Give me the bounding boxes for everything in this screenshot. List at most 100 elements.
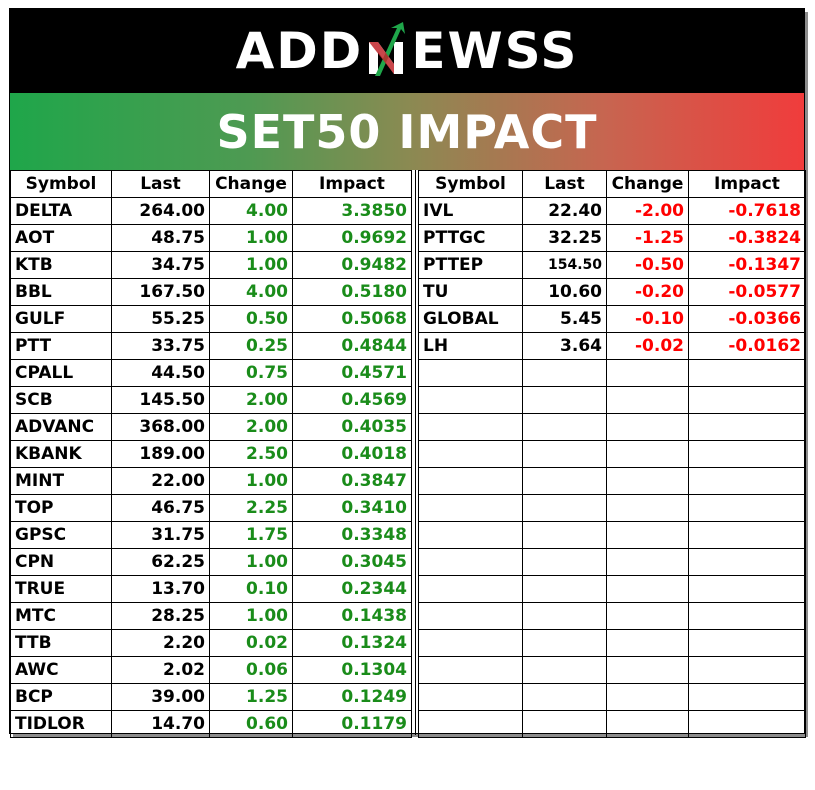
change-cell <box>606 413 689 441</box>
impact-cell: -0.3824 <box>688 224 806 252</box>
table-row: DELTA 264.00 4.00 3.3850 <box>10 197 412 225</box>
last-price-cell: 55.25 <box>111 305 210 333</box>
change-cell <box>606 440 689 468</box>
impact-cell <box>688 656 806 684</box>
last-price-cell: 32.25 <box>522 224 607 252</box>
column-header-symbol: Symbol <box>10 170 112 198</box>
frame-shadow-right <box>805 12 808 737</box>
impact-cell <box>688 494 806 522</box>
table-divider <box>415 170 416 735</box>
change-cell: 1.00 <box>209 251 293 279</box>
last-price-cell <box>522 413 607 441</box>
symbol-cell <box>418 629 523 657</box>
impact-cell <box>688 548 806 576</box>
empty-table-row <box>418 575 806 603</box>
symbol-cell <box>418 710 523 738</box>
impact-cell: 3.3850 <box>292 197 412 225</box>
table-row: BCP 39.00 1.25 0.1249 <box>10 683 412 711</box>
impact-cell: 0.9482 <box>292 251 412 279</box>
impact-cell <box>688 467 806 495</box>
table-row: LH 3.64 -0.02 -0.0162 <box>418 332 806 360</box>
table-row: KTB 34.75 1.00 0.9482 <box>10 251 412 279</box>
empty-table-row <box>418 602 806 630</box>
change-cell: 1.00 <box>209 602 293 630</box>
table-row: KBANK 189.00 2.50 0.4018 <box>10 440 412 468</box>
symbol-cell: AOT <box>10 224 112 252</box>
column-header-last: Last <box>111 170 210 198</box>
table-row: TU 10.60 -0.20 -0.0577 <box>418 278 806 306</box>
last-price-cell <box>522 629 607 657</box>
change-cell: 0.25 <box>209 332 293 360</box>
impact-cell <box>688 359 806 387</box>
change-cell <box>606 521 689 549</box>
change-cell: 0.02 <box>209 629 293 657</box>
impact-cell: 0.5180 <box>292 278 412 306</box>
table-row: GULF 55.25 0.50 0.5068 <box>10 305 412 333</box>
change-cell: 2.50 <box>209 440 293 468</box>
last-price-cell: 3.64 <box>522 332 607 360</box>
change-cell <box>606 548 689 576</box>
change-cell: -2.00 <box>606 197 689 225</box>
symbol-cell: ADVANC <box>10 413 112 441</box>
last-price-cell <box>522 710 607 738</box>
last-price-cell: 14.70 <box>111 710 210 738</box>
empty-table-row <box>418 494 806 522</box>
table-header-row: Symbol Last Change Impact <box>10 170 412 198</box>
last-price-cell: 28.25 <box>111 602 210 630</box>
symbol-cell <box>418 548 523 576</box>
symbol-cell <box>418 494 523 522</box>
brand-logo: ADD EWSS <box>236 22 579 80</box>
last-price-cell: 22.40 <box>522 197 607 225</box>
last-price-cell: 145.50 <box>111 386 210 414</box>
table-row: TTB 2.20 0.02 0.1324 <box>10 629 412 657</box>
change-cell: 2.00 <box>209 386 293 414</box>
empty-table-row <box>418 521 806 549</box>
change-cell: 4.00 <box>209 197 293 225</box>
impact-cell: 0.3847 <box>292 467 412 495</box>
impact-cell <box>688 710 806 738</box>
last-price-cell: 39.00 <box>111 683 210 711</box>
table-row: AWC 2.02 0.06 0.1304 <box>10 656 412 684</box>
symbol-cell: IVL <box>418 197 523 225</box>
last-price-cell: 2.20 <box>111 629 210 657</box>
symbol-cell: CPALL <box>10 359 112 387</box>
table-row: AOT 48.75 1.00 0.9692 <box>10 224 412 252</box>
change-cell: 1.25 <box>209 683 293 711</box>
change-cell <box>606 683 689 711</box>
last-price-cell: 264.00 <box>111 197 210 225</box>
change-cell <box>606 494 689 522</box>
gainers-table: Symbol Last Change Impact DELTA 264.00 4.0… <box>10 170 412 738</box>
table-row: GPSC 31.75 1.75 0.3348 <box>10 521 412 549</box>
symbol-cell: PTTEP <box>418 251 523 279</box>
symbol-cell <box>418 359 523 387</box>
change-cell: 1.75 <box>209 521 293 549</box>
impact-cell: 0.4035 <box>292 413 412 441</box>
table-row: CPALL 44.50 0.75 0.4571 <box>10 359 412 387</box>
impact-cell: -0.1347 <box>688 251 806 279</box>
impact-cell: 0.4844 <box>292 332 412 360</box>
impact-cell: 0.1438 <box>292 602 412 630</box>
change-cell: -0.50 <box>606 251 689 279</box>
change-cell: 2.25 <box>209 494 293 522</box>
change-cell <box>606 575 689 603</box>
losers-table-body: IVL 22.40 -2.00 -0.7618 PTTGC 32.25 -1.25 -0.38… <box>418 197 806 738</box>
impact-cell <box>688 521 806 549</box>
symbol-cell: KTB <box>10 251 112 279</box>
symbol-cell: SCB <box>10 386 112 414</box>
impact-cell: 0.1304 <box>292 656 412 684</box>
symbol-cell: GLOBAL <box>418 305 523 333</box>
symbol-cell <box>418 575 523 603</box>
last-price-cell: 31.75 <box>111 521 210 549</box>
impact-cell: -0.0577 <box>688 278 806 306</box>
table-row: IVL 22.40 -2.00 -0.7618 <box>418 197 806 225</box>
last-price-cell: 368.00 <box>111 413 210 441</box>
last-price-cell: 48.75 <box>111 224 210 252</box>
symbol-cell <box>418 467 523 495</box>
table-row: TOP 46.75 2.25 0.3410 <box>10 494 412 522</box>
infographic-frame: ADD EWSS SET50 IMPACT Symbol Last Change… <box>9 8 806 738</box>
table-row: MTC 28.25 1.00 0.1438 <box>10 602 412 630</box>
change-cell: 2.00 <box>209 413 293 441</box>
empty-table-row <box>418 359 806 387</box>
impact-cell: 0.4018 <box>292 440 412 468</box>
title-banner: SET50 IMPACT <box>10 93 804 170</box>
